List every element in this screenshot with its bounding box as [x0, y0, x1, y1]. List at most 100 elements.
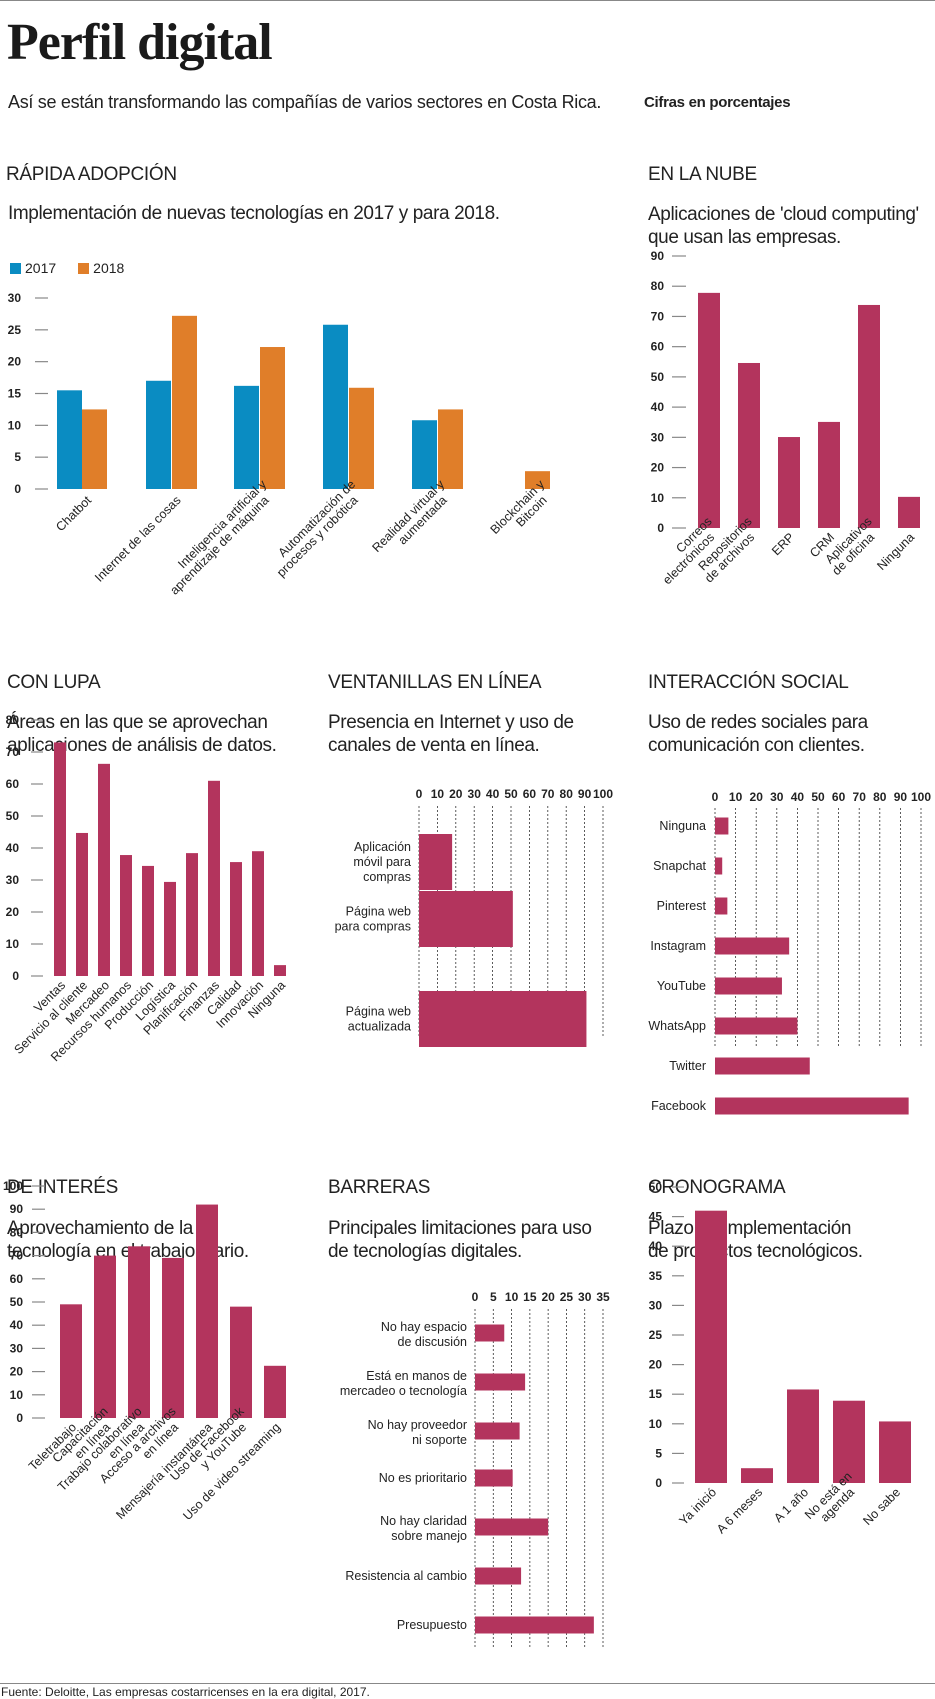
x-tick-label: 80	[560, 787, 574, 801]
bar	[142, 865, 154, 976]
bar-2018	[349, 387, 374, 489]
y-tick-label: 40	[10, 1318, 24, 1332]
x-tick-label: 70	[853, 790, 867, 804]
category-label: compras	[363, 870, 411, 884]
y-tick-label: 25	[8, 323, 22, 337]
legend-label-2017: 2017	[25, 260, 57, 276]
y-tick-label: 0	[657, 521, 664, 535]
category-label: Página web	[346, 905, 411, 919]
x-tick-label: 90	[894, 790, 908, 804]
category-label: Aplicación	[354, 840, 411, 854]
bar	[738, 362, 760, 528]
desc-line: Aplicaciones de 'cloud computing'	[648, 204, 919, 225]
y-tick-label: 60	[10, 1272, 24, 1286]
y-tick-label: 10	[6, 937, 20, 951]
bar-2018	[260, 347, 285, 489]
bar	[76, 832, 88, 976]
category-label: Ya inició	[676, 1485, 719, 1528]
bar-2017	[323, 324, 348, 489]
category-label: Está en manos de	[366, 1369, 467, 1383]
legend-label-2018: 2018	[93, 260, 125, 276]
category-label: Internet de las cosas	[92, 493, 183, 584]
category-label-line: Automatización de	[276, 477, 359, 560]
y-tick-label: 80	[6, 713, 20, 727]
bar	[715, 817, 729, 835]
category-label-line: A 6 meses	[714, 1485, 765, 1536]
category-label: A 6 meses	[714, 1485, 765, 1536]
x-tick-label: 60	[523, 787, 537, 801]
source-footer: Fuente: Deloitte, Las empresas costarric…	[1, 1685, 370, 1699]
legend-swatch-2017	[10, 262, 21, 274]
bar	[715, 897, 728, 915]
x-tick-label: 5	[490, 1290, 497, 1304]
bar	[741, 1468, 773, 1483]
bar	[858, 304, 880, 528]
category-label: para compras	[335, 920, 411, 934]
bar	[475, 1422, 520, 1440]
category-label: No hay proveedor	[368, 1418, 467, 1432]
category-label: ni soporte	[412, 1433, 467, 1447]
y-tick-label: 40	[651, 400, 665, 414]
section-title-social: INTERACCIÓN SOCIAL	[648, 672, 849, 693]
category-label: Inteligencia artificial yaprendizaje de …	[158, 477, 279, 598]
y-tick-label: 90	[651, 249, 665, 263]
x-tick-label: 35	[596, 1290, 610, 1304]
y-tick-label: 0	[12, 969, 19, 983]
section-title-nube: EN LA NUBE	[648, 164, 757, 185]
chart-interes-group: 0102030405060708090100TeletrabajoCapacit…	[3, 1179, 286, 1523]
y-tick-label: 80	[10, 1225, 24, 1239]
x-tick-label: 20	[449, 787, 463, 801]
desc-line: aplicaciones de análisis de datos.	[7, 735, 277, 756]
bar	[698, 292, 720, 528]
bar	[715, 1017, 798, 1035]
y-tick-label: 5	[14, 450, 21, 464]
x-tick-label: 25	[560, 1290, 574, 1304]
y-tick-label: 10	[649, 1417, 663, 1431]
x-tick-label: 40	[486, 787, 500, 801]
y-tick-label: 20	[649, 1358, 663, 1372]
x-tick-label: 80	[873, 790, 887, 804]
bar	[818, 421, 840, 528]
bar	[252, 851, 264, 976]
y-tick-label: 20	[651, 461, 665, 475]
y-tick-label: 50	[651, 370, 665, 384]
bar	[715, 937, 790, 955]
category-label-line: Ninguna	[874, 530, 917, 573]
bar	[94, 1255, 116, 1418]
bar-2017	[57, 390, 82, 489]
y-tick-label: 10	[651, 491, 665, 505]
desc-line: Principales limitaciones para uso	[328, 1218, 592, 1239]
category-label: ERP	[769, 530, 797, 558]
bar	[475, 1567, 522, 1585]
x-tick-label: 100	[911, 790, 931, 804]
y-tick-label: 15	[8, 387, 22, 401]
legend-item-2017: 2017	[10, 260, 56, 276]
desc-line: de tecnologías digitales.	[328, 1241, 522, 1262]
desc-line: Implementación de nuevas tecnologías en …	[8, 203, 500, 224]
section-title-barreras: BARRERAS	[328, 1177, 431, 1198]
bar	[475, 1518, 549, 1536]
x-tick-label: 60	[832, 790, 846, 804]
bar	[475, 1616, 594, 1634]
x-tick-label: 0	[416, 787, 423, 801]
page-subtitle: Así se están transformando las compañías…	[8, 92, 602, 112]
desc-line: Áreas en las que se aprovechan	[7, 712, 268, 733]
bar	[60, 1304, 82, 1418]
category-label: Automatización deprocesos y robótica	[265, 477, 367, 579]
category-label: Instagram	[650, 939, 706, 953]
y-tick-label: 50	[10, 1295, 24, 1309]
section-desc-social: Uso de redes sociales para comunicación c…	[648, 711, 868, 757]
section-title-lupa: CON LUPA	[7, 672, 101, 693]
y-tick-label: 10	[10, 1388, 24, 1402]
x-tick-label: 30	[770, 790, 784, 804]
y-tick-label: 70	[651, 309, 665, 323]
bar	[879, 1421, 911, 1483]
bar-2017	[234, 385, 259, 489]
y-tick-label: 0	[16, 1411, 23, 1425]
category-label: actualizada	[348, 1020, 411, 1034]
x-tick-label: 70	[541, 787, 555, 801]
desc-line: que usan las empresas.	[648, 227, 841, 248]
